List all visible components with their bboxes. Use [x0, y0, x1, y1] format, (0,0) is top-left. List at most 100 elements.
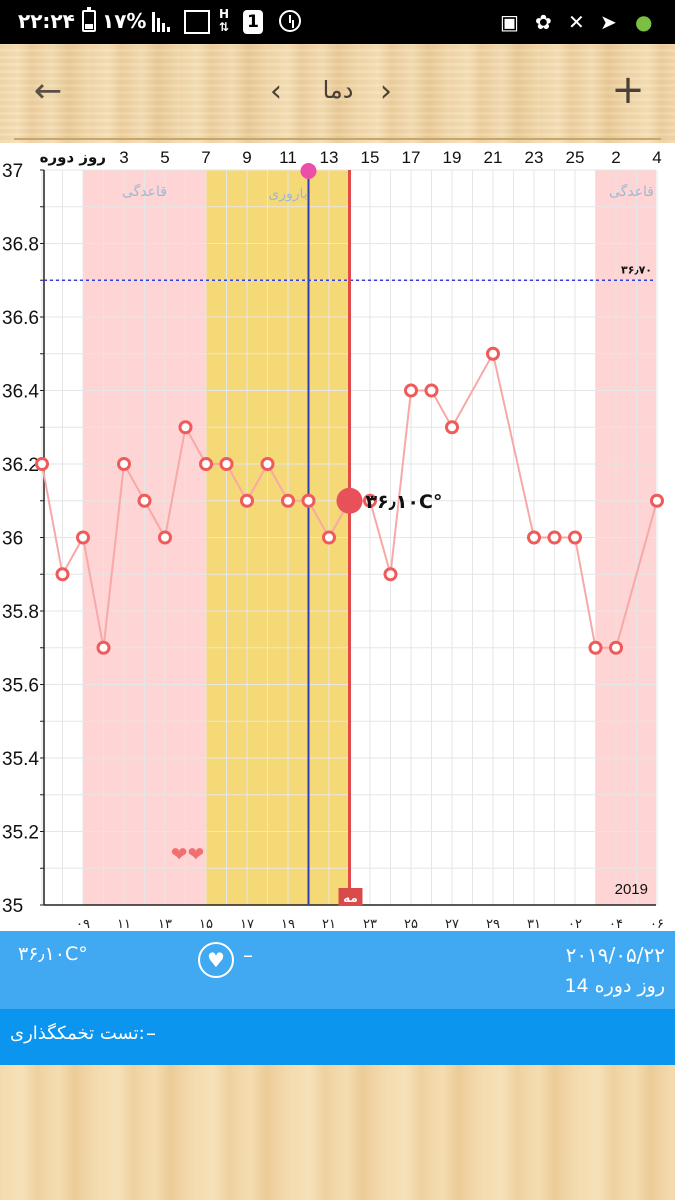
data-point	[363, 493, 377, 508]
data-point	[301, 493, 316, 508]
y-tick-label: 36.2	[2, 455, 39, 476]
data-point	[178, 420, 193, 435]
data-point	[486, 346, 500, 361]
top-tick-label: 4	[652, 148, 661, 167]
cycle-day-label: روز دوره 14	[564, 975, 665, 997]
top-tick-label: 15	[361, 148, 380, 167]
bottom-tick-label: ۲۱	[322, 917, 336, 932]
ovulation-test-bar[interactable]: تست تخمکگذاری: –	[0, 1009, 675, 1065]
add-button[interactable]: +	[611, 67, 645, 113]
today-marker-box	[338, 888, 363, 906]
data-point	[281, 493, 295, 508]
series-line-segment	[164, 427, 187, 538]
data-point	[137, 493, 152, 508]
series-line-segment	[574, 537, 597, 648]
period-band-1-label: قاعدگی	[122, 183, 167, 200]
series-line-segment	[184, 426, 207, 465]
ovulation-marker-icon	[300, 163, 317, 179]
ovulation-test-value: –	[146, 1021, 156, 1045]
series-line-segment	[430, 390, 453, 428]
status-time: ۲۲:۲۴	[18, 9, 75, 33]
bottom-tick-label: ۲۷	[445, 917, 459, 932]
top-tick-label: 5	[160, 148, 169, 167]
series-line-segment	[123, 463, 146, 502]
y-tick-label: 36.8	[2, 235, 39, 256]
data-point	[240, 493, 254, 508]
data-point	[568, 530, 582, 545]
selected-value-label: ۳۶٫۱۰C°	[366, 491, 443, 513]
bottom-tick-label: ۱۷	[240, 917, 254, 932]
ovulation-test-label: تست تخمکگذاری:	[10, 1023, 145, 1044]
y-tick-label: 36.4	[2, 382, 39, 403]
year-label: 2019	[615, 881, 648, 898]
series-line-segment	[61, 537, 84, 575]
next-chevron-icon[interactable]: ›	[380, 74, 392, 109]
network-type-icon: H ⇅	[219, 7, 230, 34]
y-tick-label: 36	[2, 529, 23, 550]
series-line-segment	[369, 500, 392, 575]
bottom-tick-label: ۱۱	[117, 917, 131, 932]
footer-background	[0, 1065, 675, 1200]
series-line-segment	[225, 463, 248, 502]
battery-icon	[82, 7, 96, 32]
top-axis-label: روز دوره	[40, 148, 106, 166]
data-point	[404, 383, 418, 398]
bottom-tick-label: ۳۱	[527, 917, 541, 932]
status-bar: ۲۲:۲۴ ۱۷% H ⇅ 1 ▣ ✿ ✕ ➤ ●	[0, 0, 675, 44]
series-line-segment	[41, 463, 64, 575]
temperature-chart[interactable]: 37 36.8 36.6 36.4 36.2 36 35.8 35.6 35.4 35.2 35 رو…	[0, 143, 675, 932]
series-line-segment	[451, 353, 494, 428]
data-point	[424, 383, 439, 398]
data-point	[383, 567, 398, 582]
signal-icon	[152, 12, 174, 32]
period-band-2-label: قاعدگی	[609, 183, 654, 200]
data-point	[547, 530, 562, 545]
intercourse-value: –	[243, 943, 253, 967]
bottom-tick-label: ۰۶	[650, 917, 664, 932]
heart-icon[interactable]: ♥	[198, 942, 234, 978]
data-point	[527, 530, 541, 545]
fertile-band-label: باروری	[268, 186, 307, 202]
toolbar: ← ‹ دما › +	[0, 44, 675, 143]
back-arrow-icon[interactable]: ←	[33, 71, 63, 111]
selected-date: ۲۰۱۹/۰۵/۲۲	[565, 943, 665, 967]
gallery-icon: ▣	[500, 10, 519, 34]
series-line-segment	[307, 500, 330, 538]
telegram-icon: ➤	[600, 10, 617, 34]
y-tick-label: 36.6	[2, 308, 39, 329]
data-point	[55, 567, 70, 582]
top-tick-label: 3	[119, 148, 128, 167]
selected-temperature: ۳۶٫۱۰C°	[18, 943, 88, 965]
chart-svg[interactable]: 3736.836.636.436.23635.835.635.435.235رو…	[0, 143, 675, 932]
data-point	[260, 457, 275, 471]
selected-data-point	[336, 487, 363, 514]
bottom-tick-label: ۱۳	[158, 917, 172, 932]
leaf-app-icon: ●	[635, 10, 653, 34]
series-line-segment	[389, 390, 412, 575]
alarm-icon	[279, 10, 301, 32]
battery-percentage: ۱۷%	[102, 9, 147, 33]
bottom-tick-label: ۲۳	[363, 917, 377, 932]
bottom-tick-label: ۲۵	[404, 917, 418, 932]
data-point	[219, 457, 234, 471]
data-point	[76, 530, 90, 545]
data-point	[650, 493, 664, 508]
top-tick-label: 11	[279, 148, 297, 167]
y-tick-label: 35.2	[2, 823, 39, 844]
bottom-tick-label: ۰۴	[609, 917, 623, 932]
bottom-tick-label: ۱۵	[199, 917, 213, 932]
series-line-segment	[143, 500, 166, 538]
top-tick-label: 25	[566, 148, 585, 167]
series-line-segment	[266, 463, 289, 502]
top-tick-label: 7	[201, 148, 210, 167]
sim-indicator-icon: 1	[243, 10, 263, 34]
y-tick-label: 35	[2, 896, 23, 917]
x-app-icon: ✕	[568, 10, 585, 34]
series-line-segment	[246, 463, 269, 502]
series-line-segment	[492, 353, 535, 538]
previous-chevron-icon[interactable]: ‹	[270, 74, 282, 109]
today-marker-label: مه	[343, 891, 358, 905]
y-tick-label: 37	[2, 161, 23, 182]
y-tick-label: 35.4	[2, 749, 39, 770]
top-tick-label: 21	[484, 148, 503, 167]
